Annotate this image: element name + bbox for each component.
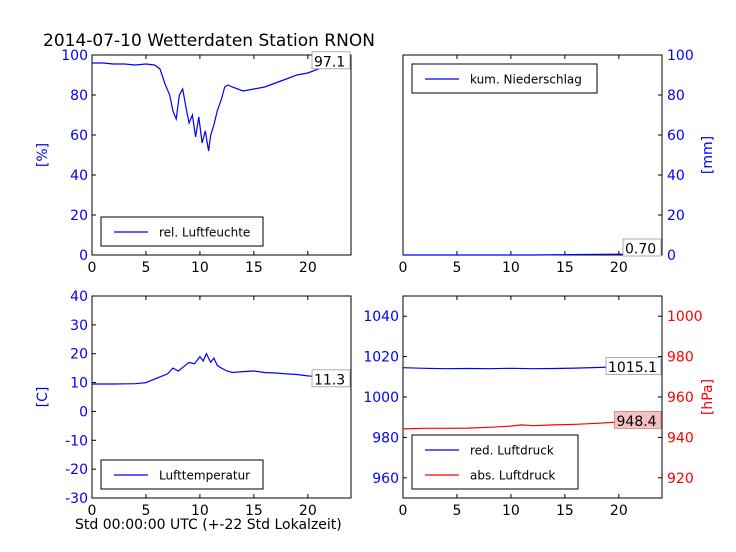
y-tick-label: 100	[61, 48, 88, 64]
y-tick-label: 80	[70, 88, 88, 104]
y-tick-label: 20	[667, 208, 685, 224]
y-tick-label: 40	[70, 289, 88, 305]
y-tick-label-left: 1000	[363, 390, 399, 406]
y-tick-label-left: 960	[372, 471, 399, 487]
x-axis-label: Std 00:00:00 UTC (+-22 Std Lokalzeit)	[75, 517, 342, 533]
y-tick-label-left: 1020	[363, 350, 399, 366]
x-tick-label: 0	[88, 260, 97, 276]
x-tick-label: 15	[556, 503, 574, 519]
value-annotation: 97.1	[314, 54, 345, 70]
value-annotation-box	[311, 369, 351, 388]
y-axis-label: [mm]	[700, 136, 716, 174]
y-tick-label: 0	[667, 248, 676, 264]
y-axis-label: [hPa]	[700, 379, 716, 415]
y-tick-label-right: 1000	[667, 309, 703, 325]
series-line-lufttemperatur	[92, 352, 352, 385]
x-tick-label: 20	[610, 503, 628, 519]
x-tick-label: 20	[299, 503, 317, 519]
x-tick-label: 10	[191, 260, 209, 276]
y-tick-label: 40	[70, 168, 88, 184]
value-annotation-box	[605, 357, 662, 375]
x-tick-label: 5	[141, 503, 150, 519]
legend-label: kum. Niederschlag	[470, 73, 582, 87]
y-tick-label: 20	[70, 347, 88, 363]
x-tick-label: 15	[245, 260, 263, 276]
y-tick-label: 60	[667, 128, 685, 144]
x-tick-label: 15	[556, 260, 574, 276]
value-annotation: 0.70	[625, 242, 656, 258]
y-tick-label: 20	[70, 208, 88, 224]
x-tick-label: 5	[141, 260, 150, 276]
y-tick-label-right: 980	[667, 350, 694, 366]
y-tick-label: -10	[65, 433, 88, 449]
value-annotation-box	[622, 238, 662, 257]
y-tick-label: -20	[65, 462, 88, 478]
y-tick-label: 100	[667, 48, 694, 64]
value-annotation-box	[614, 411, 662, 429]
value-annotation: 11.3	[314, 372, 345, 388]
y-tick-label: 30	[70, 318, 88, 334]
x-tick-label: 5	[452, 503, 461, 519]
y-axis-label: [%]	[35, 143, 51, 167]
legend-label: rel. Luftfeuchte	[159, 226, 250, 240]
legend-label: abs. Luftdruck	[470, 469, 555, 483]
legend-label: Lufttemperatur	[159, 469, 250, 483]
y-axis-label: [C]	[35, 387, 51, 408]
y-tick-label: 40	[667, 168, 685, 184]
y-tick-label: 60	[70, 128, 88, 144]
series-line-rel-luftfeuchte	[92, 60, 352, 152]
y-tick-label-left: 980	[372, 430, 399, 446]
legend-label: red. Luftdruck	[470, 444, 554, 458]
figure-title: 2014-07-10 Wetterdaten Station RNON	[43, 31, 375, 51]
y-tick-label-right: 920	[667, 471, 694, 487]
value-annotation: 948.4	[617, 414, 657, 430]
value-annotation: 1015.1	[608, 360, 657, 376]
y-tick-label: 80	[667, 88, 685, 104]
y-tick-label: 0	[79, 248, 88, 264]
x-tick-label: 5	[452, 260, 461, 276]
y-tick-label-left: 1040	[363, 309, 399, 325]
legend-box	[411, 434, 579, 490]
x-tick-label: 0	[88, 503, 97, 519]
x-tick-label: 20	[610, 260, 628, 276]
y-tick-label: -30	[65, 491, 88, 507]
value-annotation-box	[311, 51, 351, 70]
x-tick-label: 0	[399, 503, 408, 519]
y-tick-label-right: 940	[667, 430, 694, 446]
x-tick-label: 10	[502, 260, 520, 276]
y-tick-label: 0	[79, 404, 88, 420]
x-tick-label: 0	[399, 260, 408, 276]
x-tick-label: 20	[299, 260, 317, 276]
x-tick-label: 10	[191, 503, 209, 519]
x-tick-label: 15	[245, 503, 263, 519]
x-tick-label: 10	[502, 503, 520, 519]
y-tick-label: 10	[70, 376, 88, 392]
y-tick-label-right: 960	[667, 390, 694, 406]
